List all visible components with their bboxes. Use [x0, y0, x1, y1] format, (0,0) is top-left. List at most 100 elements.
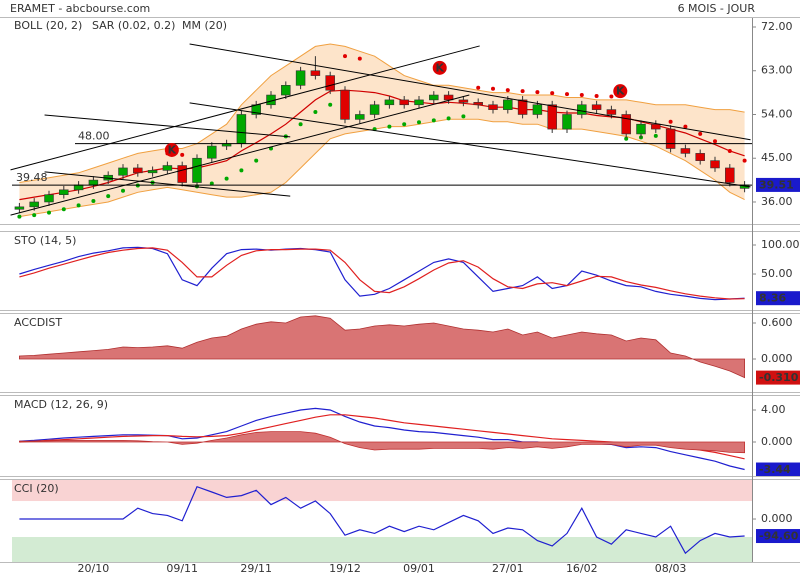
candle-body [281, 85, 291, 96]
sar-dot [91, 199, 96, 204]
sar-dot [609, 94, 614, 99]
sar-dot [742, 158, 747, 163]
y-tick-label: 0.600 [761, 316, 793, 329]
candle-body [147, 170, 158, 174]
sar-dot [683, 124, 688, 129]
sar-dot [180, 152, 185, 157]
candle-body [443, 94, 454, 101]
sar-dot [298, 122, 303, 127]
x-tick-label: 09/01 [403, 562, 435, 575]
candle-body [695, 153, 705, 161]
sar-dot [727, 148, 732, 153]
trend-line [189, 43, 751, 141]
signal-label: K [168, 143, 177, 156]
candle-body [458, 99, 469, 103]
sar-dot [328, 102, 333, 107]
last-value-box [756, 370, 800, 385]
sar-dot [402, 122, 407, 127]
period: 6 MOIS - JOUR [678, 2, 756, 15]
y-tick-label: 72.00 [761, 20, 793, 33]
sar-dot [491, 86, 495, 91]
candle-body [473, 102, 483, 106]
bollinger-lower [19, 118, 745, 218]
series-line [19, 247, 745, 300]
trend-line [10, 94, 470, 216]
level-label: 39.48 [16, 171, 48, 184]
plot: 72.00 63.00 54.00 45.00 36.00 48.00 39.48 K K K BO… [0, 17, 800, 575]
sar-dot [579, 93, 584, 98]
last-value-box [756, 529, 800, 544]
zone-band [12, 480, 752, 502]
candle-body [340, 89, 350, 120]
y-tick-label: 63.00 [761, 64, 793, 77]
panel [19, 246, 745, 301]
x-tick-label: 27/01 [492, 562, 524, 575]
x-tick-label: 29/11 [240, 562, 272, 575]
candle-body [295, 70, 306, 86]
candle-body [236, 114, 247, 144]
trend-line [44, 171, 291, 197]
sar-dot [653, 133, 658, 138]
sar-dot [47, 210, 51, 215]
sar-dot [461, 114, 466, 119]
sar-dot [535, 90, 540, 95]
candle-body [651, 123, 661, 130]
sar-dot [698, 131, 703, 136]
candle-body [59, 189, 69, 195]
x-tick-label: 19/12 [329, 562, 361, 575]
level-label: 48.00 [78, 130, 110, 143]
bollinger-upper [19, 43, 745, 183]
sar-dot [224, 176, 229, 181]
candle-body [44, 194, 54, 203]
candle-body [547, 104, 557, 130]
sar-dot [17, 214, 22, 219]
last-value-box [756, 291, 800, 306]
candle-body [369, 104, 380, 115]
sar-dot [505, 88, 510, 93]
sar-dot [668, 119, 673, 124]
trend-line [44, 114, 291, 138]
sar-dot [431, 118, 436, 123]
legend-entry: MM (20) [182, 19, 227, 32]
trend-line [10, 45, 480, 171]
sar-dot [209, 181, 214, 186]
candle-body [621, 114, 631, 135]
candle-body [355, 114, 365, 120]
x-tick-label: 09/11 [166, 562, 198, 575]
y-tick-label: 36.00 [761, 195, 793, 208]
y-tick-label: 0.000 [761, 512, 793, 525]
y-tick-label: 0.000 [761, 435, 793, 448]
panel-title: MACD (12, 26, 9) [14, 398, 108, 411]
sar-dot [565, 92, 569, 97]
candle-body [29, 201, 39, 208]
signal-marker [432, 60, 447, 75]
y-tick-label: 4.00 [761, 403, 786, 416]
panel [19, 407, 745, 471]
series-area [19, 431, 745, 454]
sar-dot [357, 56, 362, 61]
zone-band [12, 537, 752, 562]
candle-body [207, 145, 217, 159]
candle-body [73, 184, 84, 191]
sar-dot [520, 89, 525, 94]
sar-dot [624, 136, 629, 141]
candle-body [577, 104, 587, 115]
x-tick-label: 20/10 [78, 562, 110, 575]
series-line [19, 485, 745, 555]
sar-dot [713, 139, 717, 144]
sar-dot [106, 194, 111, 199]
candle-body [562, 114, 572, 130]
candle-body [532, 104, 543, 115]
candle-body [710, 160, 720, 169]
sar-dot [387, 124, 392, 129]
legend-entry: BOLL (20, 2) [14, 19, 82, 32]
last-value-label: 39.51 [759, 178, 794, 191]
candle-body [488, 104, 498, 110]
candle-body [118, 167, 128, 176]
candle-body [399, 99, 409, 106]
candle-body [725, 167, 735, 183]
sar-dot [76, 203, 81, 208]
candle-body [133, 167, 143, 174]
y-tick-label: 54.00 [761, 107, 793, 120]
